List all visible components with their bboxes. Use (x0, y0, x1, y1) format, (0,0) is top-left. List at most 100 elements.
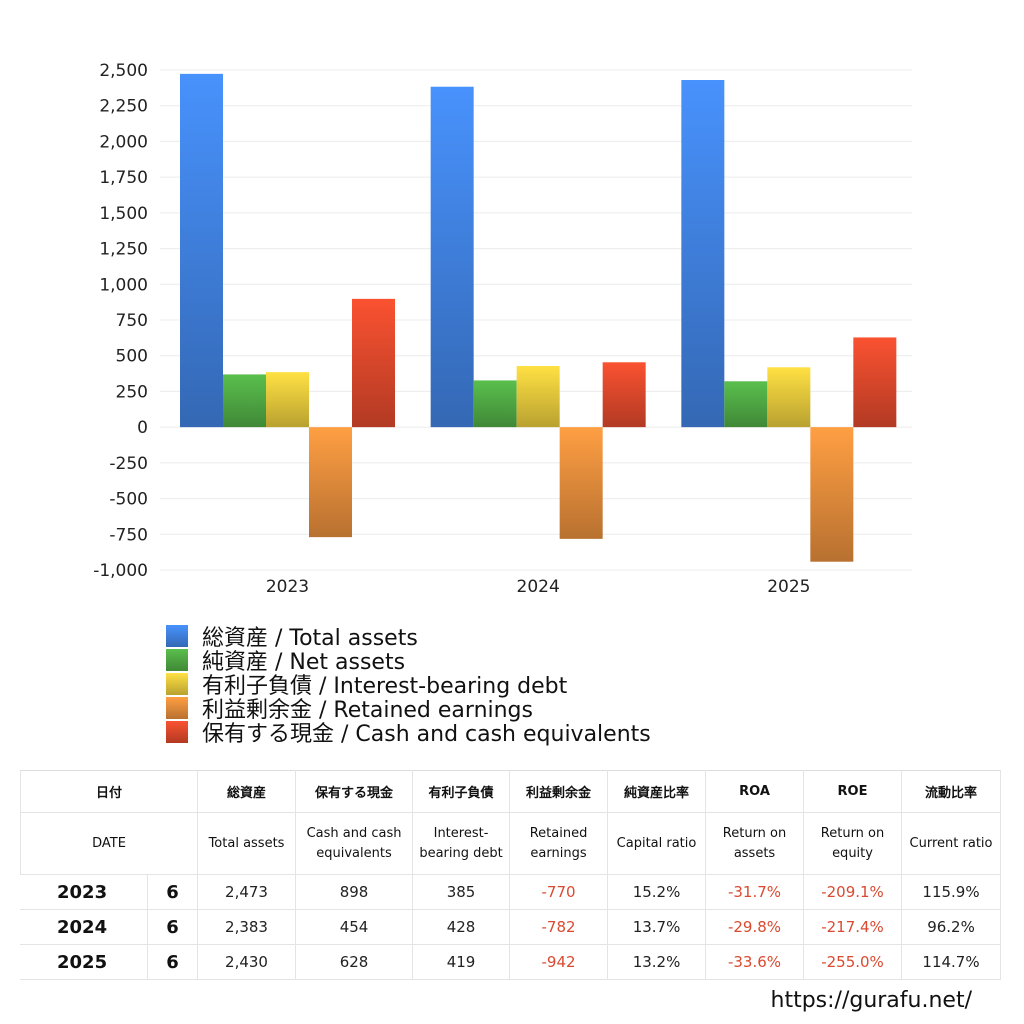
x-tick-label: 2025 (767, 577, 810, 597)
table-header-jp: 日付 総資産 保有する現金 有利子負債 利益剰余金 純資産比率 ROA ROE … (19, 770, 1002, 813)
bar-2023-series-2 (266, 372, 309, 428)
bar-2025-series-2 (767, 367, 811, 428)
header-retained-jp: 利益剰余金 (509, 770, 609, 813)
header-roa-jp: ROA (705, 770, 805, 813)
cell-roa: -29.8% (705, 909, 805, 945)
legend-label: 総資産 / Total assets (202, 626, 418, 651)
cell-cash: 898 (295, 874, 414, 910)
row-year: 2025 (20, 944, 148, 980)
legend-swatch (166, 673, 188, 695)
y-tick-label: 1,750 (99, 168, 148, 188)
legend-item-total-assets: 総資産 / Total assets (166, 624, 651, 651)
legend-item-net-assets: 純資産 / Net assets (166, 648, 651, 675)
header-date-en: DATE (19, 812, 199, 875)
header-cash-jp: 保有する現金 (295, 770, 414, 813)
cell-retained: -770 (509, 874, 609, 910)
row-year: 2023 (20, 874, 148, 910)
y-tick-label: 2,000 (99, 132, 148, 152)
legend-item-interest-bearing-debt: 有利子負債 / Interest-bearing debt (166, 672, 651, 699)
y-tick-label: 250 (116, 382, 148, 402)
bar-2023-series-3 (309, 427, 352, 538)
cell-total-assets: 2,383 (197, 909, 297, 945)
legend-swatch (166, 721, 188, 743)
table-header-en: DATE Total assets Cash and cash equivale… (19, 812, 1002, 875)
cell-current-ratio: 96.2% (901, 909, 1002, 945)
y-tick-label: -250 (109, 454, 148, 474)
cell-roa: -31.7% (705, 874, 805, 910)
y-tick-label: 1,000 (99, 275, 148, 295)
header-roe-en: Return on equity (803, 812, 903, 875)
cell-debt: 428 (412, 909, 511, 945)
y-tick-label: 2,250 (99, 97, 148, 117)
y-tick-label: -750 (109, 525, 148, 545)
cell-current-ratio: 114.7% (901, 944, 1002, 980)
cell-roe: -217.4% (803, 909, 903, 945)
legend-swatch (166, 625, 188, 647)
cell-roa: -33.6% (705, 944, 805, 980)
legend-item-cash: 保有する現金 / Cash and cash equivalents (166, 720, 651, 747)
bar-2024-series-1 (473, 380, 517, 428)
y-tick-label: 500 (116, 347, 148, 367)
legend-swatch (166, 697, 188, 719)
cell-capital-ratio: 13.2% (607, 944, 707, 980)
y-tick-label: -1,000 (93, 561, 148, 581)
header-debt-en: Interest-bearing debt (412, 812, 511, 875)
header-capital-ratio-jp: 純資産比率 (607, 770, 707, 813)
cell-retained: -782 (509, 909, 609, 945)
legend-label: 利益剰余金 / Retained earnings (202, 698, 533, 723)
y-tick-label: 2,500 (99, 61, 148, 81)
bar-2023-series-0 (180, 73, 223, 428)
row-months: 6 (146, 944, 199, 980)
site-url-link[interactable]: https://gurafu.net/ (770, 988, 973, 1013)
table-row: 2024 6 2,383 454 428 -782 13.7% -29.8% -… (20, 909, 1002, 945)
cell-debt: 385 (412, 874, 511, 910)
bar-2025-series-0 (681, 80, 725, 428)
legend-label: 純資産 / Net assets (202, 650, 406, 675)
chart-legend: 総資産 / Total assets 純資産 / Net assets 有利子負… (166, 624, 651, 747)
legend-label: 保有する現金 / Cash and cash equivalents (202, 722, 651, 747)
bar-2025-series-4 (853, 337, 897, 428)
y-tick-label: 0 (137, 418, 148, 438)
legend-item-retained-earnings: 利益剰余金 / Retained earnings (166, 696, 651, 723)
bar-2024-series-0 (430, 86, 474, 428)
legend-label: 有利子負債 / Interest-bearing debt (202, 674, 568, 699)
row-months: 6 (146, 874, 199, 910)
x-tick-label: 2024 (517, 577, 560, 597)
y-tick-label: 1,250 (99, 240, 148, 260)
header-cash-en: Cash and cash equivalents (295, 812, 414, 875)
cell-total-assets: 2,473 (197, 874, 297, 910)
bar-2024-series-4 (602, 362, 646, 428)
legend-swatch (166, 649, 188, 671)
header-roa-en: Return on assets (705, 812, 805, 875)
header-total-assets-en: Total assets (197, 812, 297, 875)
bar-2023-series-1 (223, 374, 266, 428)
header-retained-en: Retained earnings (509, 812, 609, 875)
cell-current-ratio: 115.9% (901, 874, 1002, 910)
y-tick-label: -500 (109, 490, 148, 510)
y-tick-label: 750 (116, 311, 148, 331)
cell-retained: -942 (509, 944, 609, 980)
cell-debt: 419 (412, 944, 511, 980)
y-tick-label: 1,500 (99, 204, 148, 224)
x-tick-label: 2023 (266, 577, 309, 597)
cell-roe: -209.1% (803, 874, 903, 910)
bar-2024-series-2 (516, 366, 560, 428)
header-total-assets-jp: 総資産 (197, 770, 297, 813)
bar-2025-series-3 (810, 427, 854, 562)
cell-cash: 628 (295, 944, 414, 980)
bar-2024-series-3 (559, 427, 603, 539)
header-roe-jp: ROE (803, 770, 903, 813)
row-year: 2024 (20, 909, 148, 945)
header-date-jp: 日付 (19, 770, 199, 813)
financial-table: 日付 総資産 保有する現金 有利子負債 利益剰余金 純資産比率 ROA ROE … (19, 770, 1002, 980)
bar-chart: 2,500 2,250 2,000 1,750 1,500 1,250 1,000 750 50… (93, 61, 912, 597)
header-current-ratio-en: Current ratio (901, 812, 1002, 875)
bar-2023-series-4 (352, 298, 395, 428)
header-current-ratio-jp: 流動比率 (901, 770, 1002, 813)
header-capital-ratio-en: Capital ratio (607, 812, 707, 875)
cell-cash: 454 (295, 909, 414, 945)
bar-2025-series-1 (724, 381, 768, 428)
cell-capital-ratio: 13.7% (607, 909, 707, 945)
header-debt-jp: 有利子負債 (412, 770, 511, 813)
row-months: 6 (146, 909, 199, 945)
